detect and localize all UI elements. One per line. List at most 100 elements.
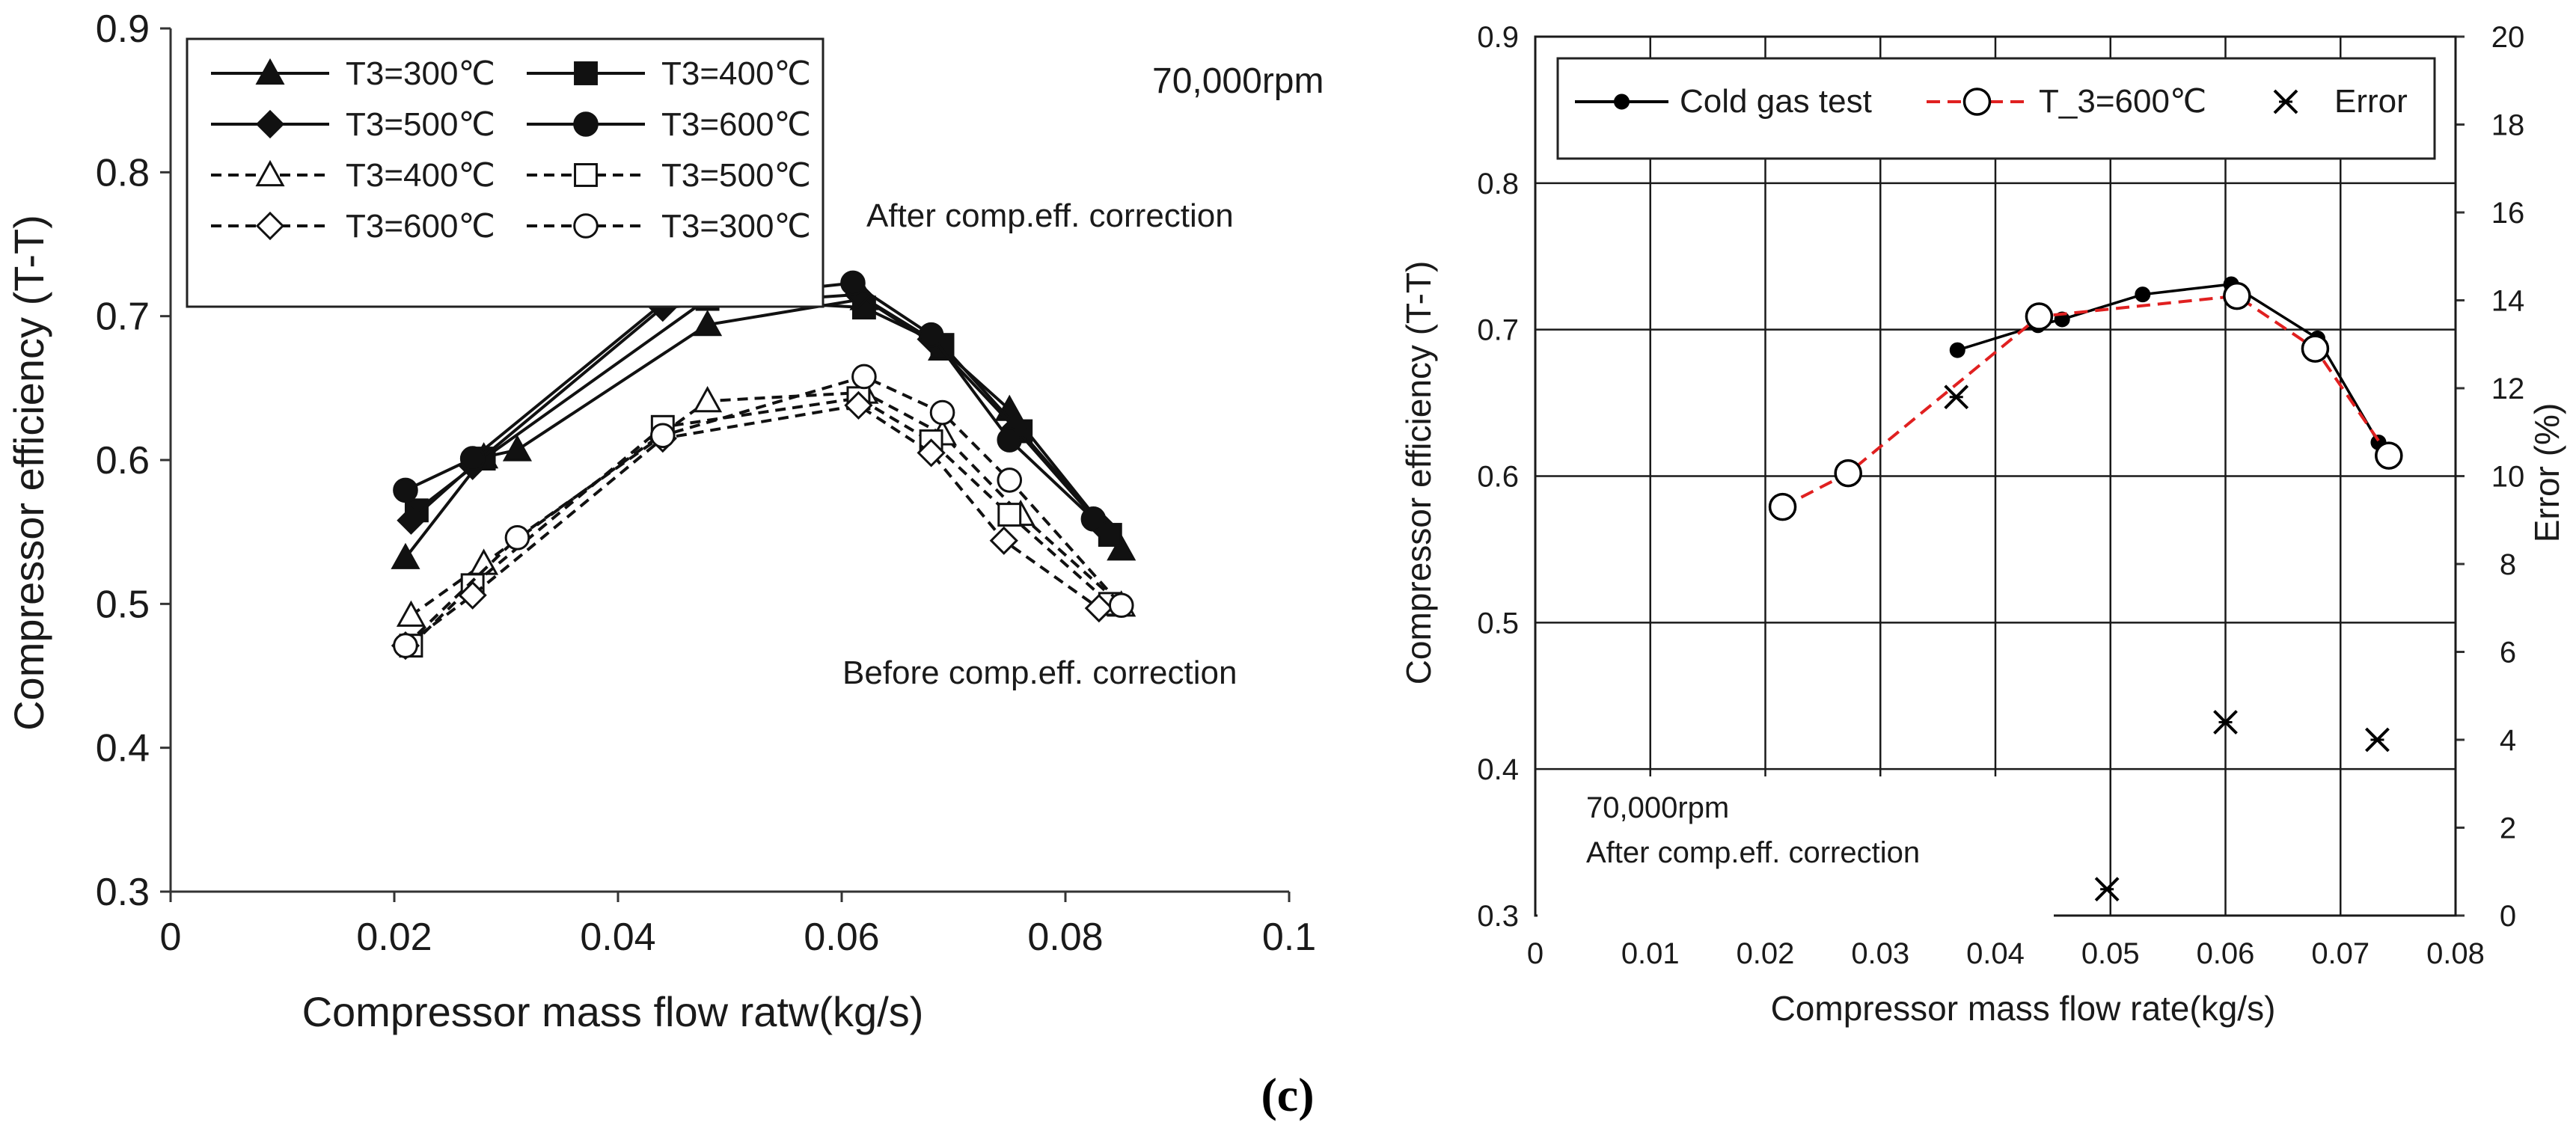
- chart-left-ytick-label: 0.6: [96, 439, 150, 482]
- chart-right-y2tick-label: 14: [2491, 285, 2525, 318]
- chart-left-legend-label-5: T3=500℃: [661, 157, 811, 194]
- chart-left-xtick-label: 0.02: [356, 916, 432, 959]
- chart-right-xtick-label: 0.01: [1621, 937, 1680, 970]
- chart-left-point-0-0: [391, 542, 420, 569]
- chart-left-legend-label-0: T3=300℃: [346, 55, 495, 92]
- chart-right-xlabel: Compressor mass flow rate(kg/s): [1771, 989, 2276, 1028]
- chart-left-legend-items: [211, 58, 645, 241]
- chart-right: 0.3 0.4 0.5 0.6 0.7 0.8 0.9 0 0.01 0.02 0.03 0.04 0.…: [1399, 21, 2566, 1028]
- chart-left-ytick-label: 0.7: [96, 295, 150, 339]
- chart-left-point-3-1: [459, 446, 486, 471]
- chart-left-legend-label-7: T3=300℃: [661, 208, 811, 245]
- chart-right-series-1: [1768, 281, 2403, 521]
- chart-right-ytick-label: 0.6: [1477, 461, 1519, 494]
- chart-right-series: [1768, 276, 2403, 902]
- chart-left-series-7: [393, 364, 1134, 658]
- chart-left-point-0-2: [502, 435, 532, 462]
- chart-left-legend-marker-2: [255, 109, 285, 139]
- chart-right-y2tick-label: 18: [2491, 109, 2525, 142]
- chart-right-point-1-4: [2301, 334, 2330, 363]
- chart-left-ytick-label: 0.5: [96, 583, 150, 626]
- chart-right-legend-label-1: T_3=600℃: [2039, 83, 2206, 120]
- chart-right-legend-marker-0: [1614, 94, 1630, 110]
- chart-right-legend-label-0: Cold gas test: [1680, 83, 1872, 120]
- chart-left-point-6-3: [844, 390, 873, 420]
- chart-left-point-6-1: [458, 580, 487, 610]
- chart-right-xtick-label: 0.08: [2426, 937, 2485, 970]
- chart-right-point-1-1: [1834, 459, 1862, 488]
- chart-right-point-0-3: [2135, 286, 2151, 303]
- chart-left-xtick-label: 0.06: [804, 916, 879, 959]
- chart-left-legend-marker-4: [255, 159, 285, 187]
- chart-left-point-3-0: [393, 477, 418, 503]
- chart-right-y2tick-label: 0: [2500, 900, 2516, 933]
- chart-left-point-0-3: [693, 310, 723, 337]
- chart-right-legend: Cold gas test T_3=600℃ Error: [1556, 57, 2436, 160]
- chart-right-y2tick-label: 6: [2500, 637, 2516, 669]
- chart-left-point-7-5: [997, 468, 1023, 493]
- chart-left-tick-labels: 0.3 0.4 0.5 0.6 0.7 0.8 0.9 0 0.02 0.04 0.06 0.08 0.…: [96, 7, 1316, 959]
- chart-left-annotation-before: Before comp.eff. correction: [842, 655, 1237, 691]
- chart-right-y2tick-label: 2: [2500, 812, 2516, 845]
- chart-left-legend-marker-7: [573, 213, 599, 239]
- chart-right-point-2-1: [2094, 877, 2120, 902]
- chart-left-xlabel: Compressor mass flow ratw(kg/s): [302, 988, 924, 1035]
- chart-right-series-2: [1944, 384, 2390, 902]
- chart-left-legend-marker-3: [573, 111, 599, 137]
- chart-left-annotation-rpm: 70,000rpm: [1152, 61, 1324, 101]
- chart-left-point-7-2: [650, 423, 676, 449]
- chart-right-y2tick-label: 12: [2491, 373, 2525, 405]
- chart-right-y2tick-label: 16: [2491, 197, 2525, 230]
- chart-right-series-line-0: [1957, 283, 2380, 444]
- chart-right-point-1-0: [1768, 492, 1797, 521]
- chart-right-ytick-label: 0.8: [1477, 168, 1519, 200]
- chart-right-legend-box: [1556, 57, 2436, 160]
- chart-left-point-3-5: [997, 427, 1023, 453]
- chart-right-ytick-label: 0.4: [1477, 753, 1519, 786]
- chart-right-annotation-panel: [1538, 776, 2054, 919]
- chart-left: 0.3 0.4 0.5 0.6 0.7 0.8 0.9 0 0.02 0.04 0.06 0.08 0.…: [5, 7, 1324, 1035]
- chart-left-point-4-0: [396, 600, 426, 627]
- chart-right-y2tick-label: 4: [2500, 724, 2516, 757]
- chart-left-point-6-4: [917, 438, 946, 468]
- chart-left-point-6-6: [1084, 593, 1113, 623]
- chart-left-legend-box: [186, 37, 824, 308]
- chart-right-point-0-0: [1949, 342, 1965, 358]
- chart-left-legend-label-4: T3=400℃: [346, 157, 495, 194]
- chart-right-y2label: Error (%): [2527, 403, 2566, 543]
- chart-left-xtick-label: 0.04: [580, 916, 655, 959]
- chart-right-point-2-2: [2213, 710, 2238, 735]
- chart-right-ylabel: Compressor efficiency (T-T): [1399, 261, 1438, 685]
- chart-left-ytick-label: 0.8: [96, 151, 150, 194]
- chart-left-point-7-3: [851, 364, 877, 390]
- chart-left-series: [391, 270, 1136, 660]
- chart-right-ytick-label: 0.7: [1477, 314, 1519, 347]
- chart-left-series-line-2: [410, 292, 1101, 524]
- chart-left-legend-marker-1: [574, 61, 598, 85]
- chart-right-point-1-5: [2375, 441, 2403, 470]
- chart-left-point-7-1: [504, 525, 530, 551]
- chart-left-xtick-label: 0.08: [1027, 916, 1103, 959]
- chart-left-point-0-7: [1107, 534, 1136, 561]
- chart-left-axes: [160, 27, 1291, 902]
- chart-left-point-3-4: [918, 322, 944, 348]
- chart-left-point-2-0: [397, 506, 426, 535]
- chart-right-xtick-label: 0.05: [2081, 937, 2140, 970]
- chart-left-point-7-4: [929, 399, 955, 426]
- chart-left-xtick-label: 0: [160, 916, 182, 959]
- chart-left-ylabel: Compressor efficiency (T-T): [5, 215, 52, 731]
- chart-left-point-3-3: [840, 270, 866, 296]
- chart-left-legend-label-6: T3=600℃: [346, 208, 495, 245]
- chart-right-legend-marker-2: [2273, 89, 2298, 114]
- chart-left-point-7-0: [393, 633, 418, 658]
- chart-left-point-6-5: [989, 526, 1018, 555]
- chart-left-legend-marker-6: [255, 211, 285, 241]
- chart-right-xtick-label: 0.06: [2197, 937, 2255, 970]
- chart-right-annotation-rpm: 70,000rpm: [1586, 791, 1729, 824]
- chart-left-ytick-label: 0.4: [96, 727, 150, 770]
- chart-left-point-3-6: [1080, 506, 1107, 532]
- chart-left-series-3: [393, 270, 1107, 532]
- chart-left-legend-label-3: T3=600℃: [661, 106, 811, 143]
- chart-right-point-1-2: [2025, 302, 2054, 331]
